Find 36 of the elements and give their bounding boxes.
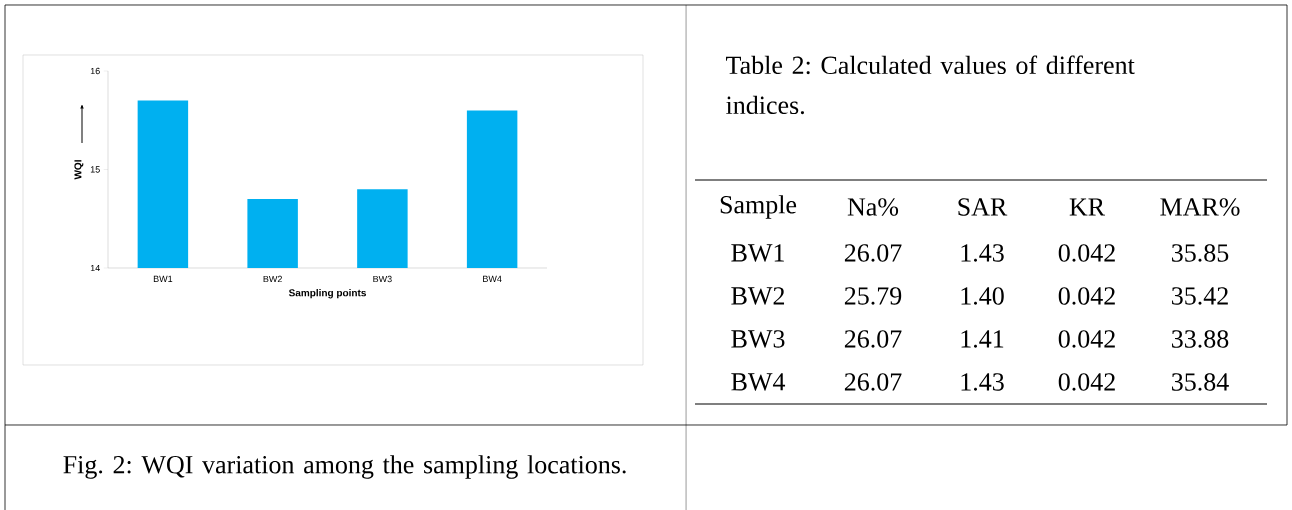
category-label: Sample (720, 195, 797, 219)
x-tick-label: BW1 (153, 275, 173, 282)
text: 1.40 (961, 287, 1004, 305)
category-label: BW4 (731, 373, 786, 391)
text: 25.79 (844, 287, 902, 305)
text: 35.85 (1171, 244, 1229, 262)
text: 1.41 (961, 330, 1004, 348)
text: 26.07 (844, 373, 902, 391)
category-label: SAR (958, 198, 1008, 216)
text: 0.042 (1058, 330, 1115, 348)
category-label: MAR% (1160, 198, 1240, 216)
y-axis-title: WQI (74, 160, 84, 180)
text: 26.07 (844, 330, 902, 348)
text: 1.43 (961, 244, 1004, 262)
x-axis-title: Sampling points (288, 289, 366, 299)
text: 0.042 (1058, 287, 1115, 305)
category-label: Na% (847, 198, 899, 216)
category-label: BW2 (731, 287, 785, 305)
x-tick-label: BW2 (263, 275, 282, 283)
category-label: BW3 (731, 330, 785, 348)
text: 0.042 (1058, 244, 1115, 262)
text: Table 2: Calculated values of different indices. (726, 55, 1135, 115)
category-label: BW1 (731, 244, 784, 262)
text: 1.43 (961, 373, 1004, 391)
y-tick-label: 14 (90, 264, 100, 272)
x-tick-label: BW4 (483, 275, 502, 282)
y-tick-label: 16 (90, 67, 100, 75)
y-tick-label: 15 (90, 166, 100, 173)
text: 35.84 (1171, 373, 1229, 391)
category-label: KR (1069, 198, 1106, 216)
caption: Fig. 2: WQI variation among the sampling locations. (63, 455, 626, 479)
x-tick-label: BW3 (373, 275, 392, 283)
text: 35.42 (1171, 287, 1228, 305)
text: 26.07 (844, 244, 902, 262)
text: 0.042 (1058, 373, 1115, 391)
text: 33.88 (1171, 330, 1229, 348)
